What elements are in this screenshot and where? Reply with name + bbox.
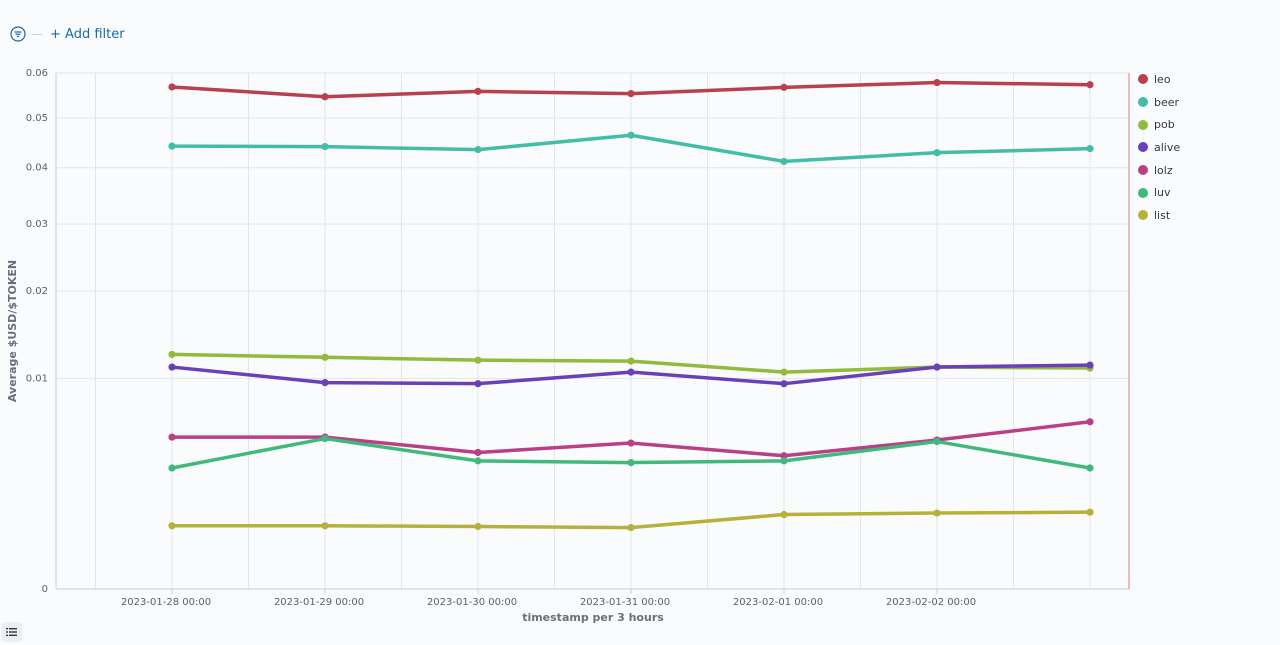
- legend-label: list: [1154, 208, 1171, 222]
- legend-item-luv[interactable]: luv: [1138, 181, 1180, 204]
- data-point-leo[interactable]: [627, 90, 635, 98]
- data-point-beer[interactable]: [321, 143, 329, 151]
- y-tick-label: 0.06: [26, 68, 48, 79]
- data-point-beer[interactable]: [780, 157, 788, 166]
- legend-item-list[interactable]: list: [1138, 204, 1180, 227]
- data-point-alive[interactable]: [1086, 361, 1094, 369]
- data-point-luv[interactable]: [627, 459, 635, 467]
- data-point-lolz[interactable]: [474, 448, 482, 457]
- data-point-leo[interactable]: [321, 93, 329, 101]
- chart-legend: leo beer pob alive lolz luv list: [1138, 68, 1180, 227]
- data-point-leo[interactable]: [780, 83, 788, 91]
- x-tick-label: 2023-01-28 00:00: [121, 597, 211, 608]
- y-tick-label: 0.01: [26, 373, 48, 384]
- data-point-alive[interactable]: [627, 368, 635, 376]
- legend-label: leo: [1154, 72, 1171, 86]
- legend-swatch: [1138, 165, 1148, 176]
- legend-item-pob[interactable]: pob: [1138, 113, 1180, 136]
- filter-separator: [32, 33, 42, 35]
- y-tick-label: 0.02: [26, 286, 48, 297]
- data-point-pob[interactable]: [627, 357, 635, 365]
- legend-label: alive: [1154, 140, 1181, 154]
- data-point-lolz[interactable]: [1086, 418, 1094, 426]
- data-point-lolz[interactable]: [627, 439, 635, 447]
- data-point-beer[interactable]: [168, 142, 176, 150]
- legend-item-lolz[interactable]: lolz: [1138, 159, 1180, 182]
- data-point-beer[interactable]: [627, 131, 635, 139]
- data-point-lolz[interactable]: [780, 452, 788, 460]
- data-point-list[interactable]: [1086, 508, 1094, 516]
- data-point-pob[interactable]: [474, 356, 482, 364]
- data-point-luv[interactable]: [1086, 464, 1094, 472]
- y-axis-title: Average $USD/$TOKEN: [6, 260, 19, 402]
- legend-item-beer[interactable]: beer: [1138, 91, 1180, 114]
- y-tick-label: 0.03: [26, 219, 48, 230]
- x-tick-label: 2023-01-31 00:00: [580, 597, 670, 608]
- legend-label: luv: [1154, 186, 1171, 200]
- data-point-alive[interactable]: [321, 379, 329, 387]
- data-point-beer[interactable]: [1086, 145, 1094, 153]
- data-point-list[interactable]: [627, 523, 635, 532]
- legend-swatch: [1138, 187, 1148, 198]
- data-point-leo[interactable]: [168, 83, 176, 91]
- data-point-lolz[interactable]: [168, 433, 176, 441]
- data-point-pob[interactable]: [321, 353, 329, 361]
- legend-swatch: [1138, 210, 1148, 221]
- data-point-list[interactable]: [780, 510, 788, 519]
- data-point-leo[interactable]: [1086, 81, 1094, 89]
- legend-swatch: [1138, 97, 1148, 108]
- x-axis-title: timestamp per 3 hours: [522, 611, 664, 624]
- data-point-list[interactable]: [321, 522, 329, 530]
- data-point-luv[interactable]: [933, 437, 941, 446]
- data-point-list[interactable]: [933, 509, 941, 517]
- y-tick-label: 0: [42, 584, 48, 595]
- x-tick-label: 2023-02-01 00:00: [733, 597, 823, 608]
- data-point-luv[interactable]: [168, 464, 176, 472]
- x-tick-label: 2023-01-30 00:00: [427, 597, 517, 608]
- data-point-luv[interactable]: [474, 457, 482, 465]
- data-point-pob[interactable]: [168, 350, 176, 359]
- x-tick-label: 2023-01-29 00:00: [274, 597, 364, 608]
- legend-item-alive[interactable]: alive: [1138, 136, 1180, 159]
- data-point-alive[interactable]: [474, 380, 482, 388]
- filter-bar: + Add filter: [10, 24, 125, 44]
- data-point-alive[interactable]: [780, 380, 788, 388]
- data-point-leo[interactable]: [933, 78, 941, 87]
- legend-label: lolz: [1154, 163, 1173, 177]
- data-point-list[interactable]: [168, 522, 176, 530]
- legend-swatch: [1138, 74, 1148, 85]
- legend-swatch: [1138, 142, 1148, 153]
- legend-item-leo[interactable]: leo: [1138, 68, 1180, 91]
- legend-label: beer: [1154, 95, 1180, 109]
- data-point-luv[interactable]: [321, 434, 329, 443]
- legend-swatch: [1138, 119, 1148, 130]
- list-icon: [6, 628, 17, 636]
- y-tick-label: 0.05: [26, 113, 48, 124]
- y-tick-label: 0.04: [26, 163, 48, 174]
- data-point-beer[interactable]: [933, 149, 941, 157]
- x-tick-label: 2023-02-02 00:00: [886, 597, 976, 608]
- data-point-alive[interactable]: [168, 363, 176, 371]
- legend-label: pob: [1154, 118, 1175, 132]
- filter-icon[interactable]: [10, 26, 26, 42]
- add-filter-button[interactable]: + Add filter: [50, 26, 125, 42]
- legend-toggle-button[interactable]: [2, 622, 22, 642]
- data-point-luv[interactable]: [780, 457, 788, 465]
- data-point-list[interactable]: [474, 522, 482, 531]
- data-point-beer[interactable]: [474, 146, 482, 154]
- data-point-pob[interactable]: [780, 368, 788, 376]
- data-point-alive[interactable]: [933, 363, 941, 371]
- data-point-leo[interactable]: [474, 87, 482, 95]
